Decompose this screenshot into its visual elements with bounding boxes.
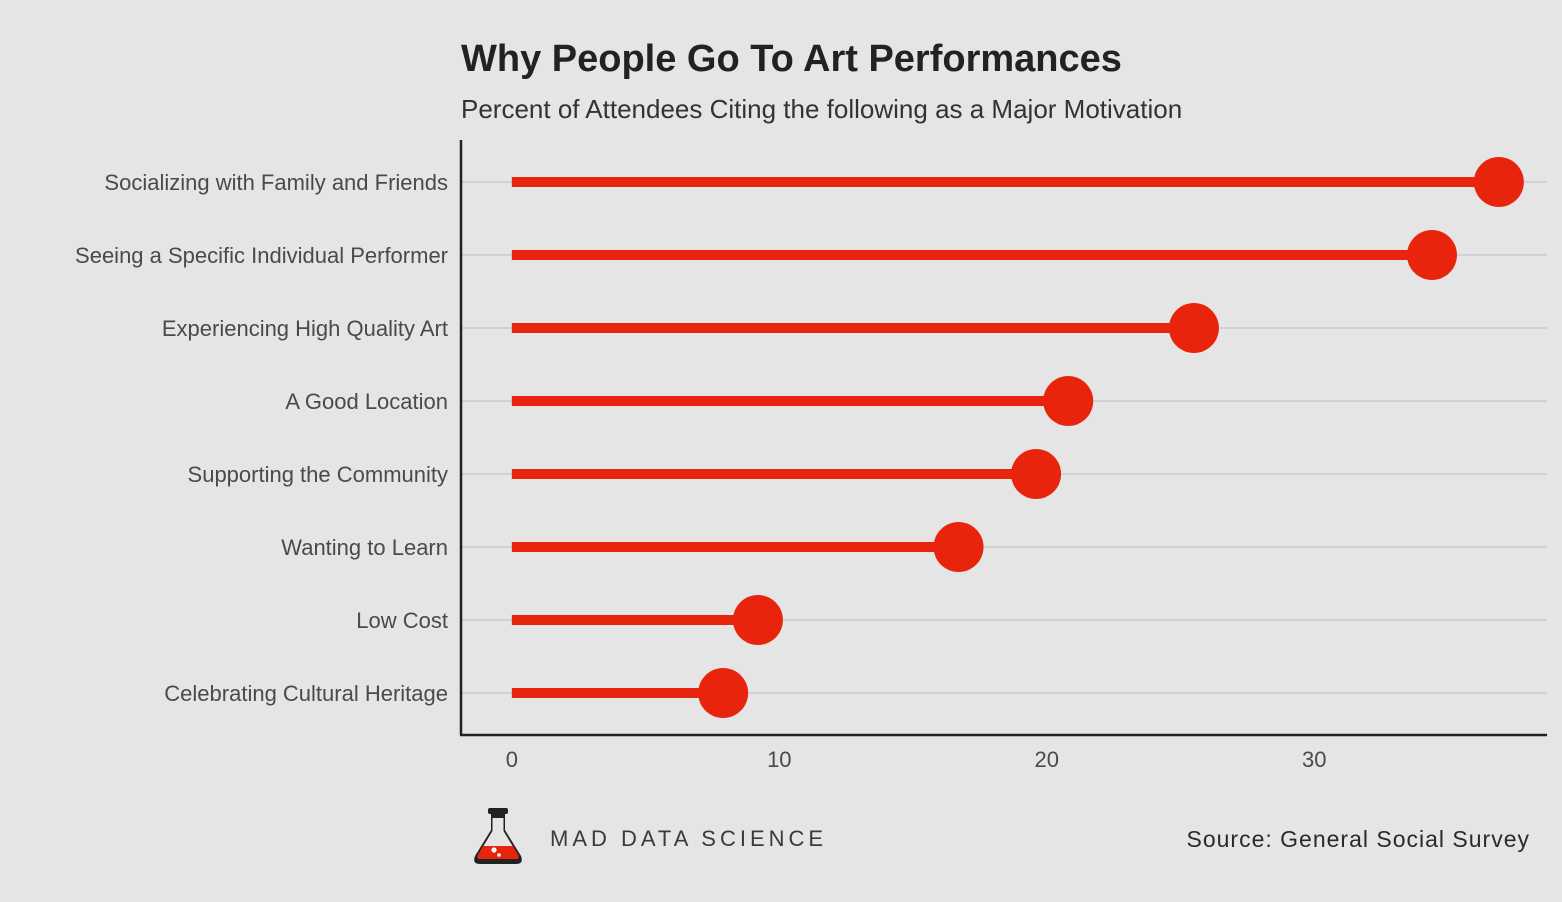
category-label: Celebrating Cultural Heritage — [164, 681, 448, 706]
category-label: Supporting the Community — [188, 462, 448, 487]
source-note: Source: General Social Survey — [1186, 826, 1530, 852]
x-tick-label: 0 — [506, 747, 518, 772]
lollipop-point — [698, 668, 749, 718]
brand-name: MAD DATA SCIENCE — [550, 826, 828, 851]
flask-icon — [474, 808, 522, 864]
lollipop-point — [1406, 230, 1457, 280]
category-label: Experiencing High Quality Art — [162, 316, 448, 341]
category-label: Low Cost — [356, 608, 448, 633]
category-label: Seeing a Specific Individual Performer — [75, 243, 448, 268]
lollipop-point — [1168, 303, 1219, 353]
category-label: Wanting to Learn — [281, 535, 448, 560]
lollipop-point — [1043, 376, 1094, 426]
lollipop-point — [1011, 449, 1062, 499]
lollipop-point — [1473, 157, 1524, 207]
lollipop-point — [933, 522, 984, 572]
x-tick-label: 10 — [767, 747, 791, 772]
lollipop-point — [732, 595, 783, 645]
category-label: A Good Location — [285, 389, 448, 414]
x-tick-label: 20 — [1035, 747, 1059, 772]
chart-title: Why People Go To Art Performances — [461, 38, 1122, 80]
x-tick-label: 30 — [1302, 747, 1326, 772]
chart-subtitle: Percent of Attendees Citing the followin… — [461, 94, 1183, 124]
category-label: Socializing with Family and Friends — [104, 170, 448, 195]
